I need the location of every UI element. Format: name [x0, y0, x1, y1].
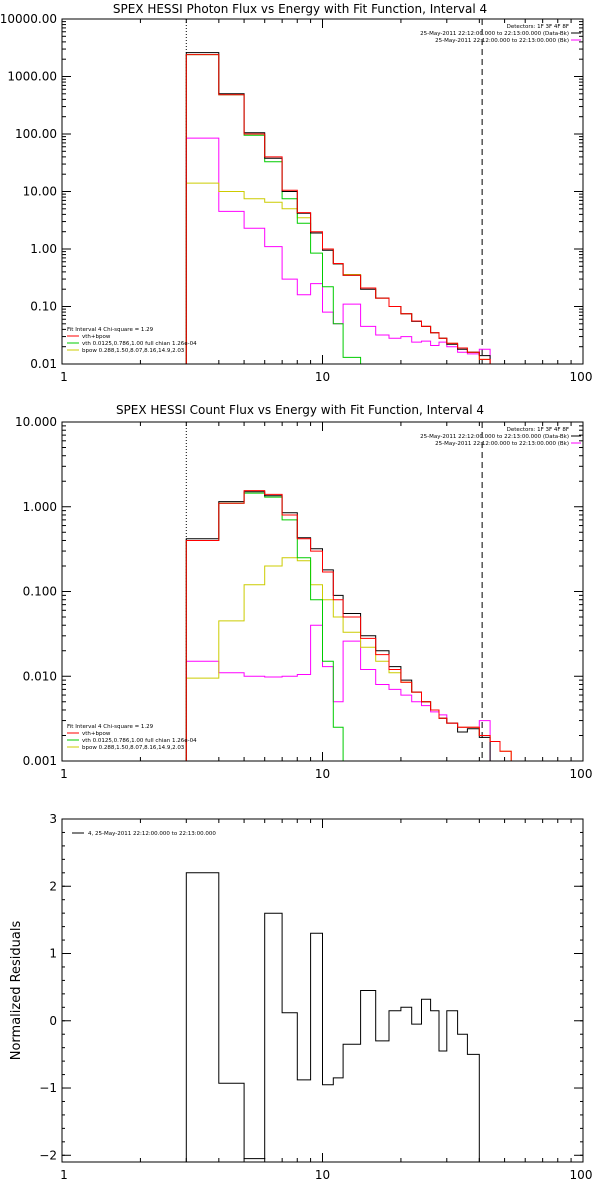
- y-tick-label: 0: [49, 1014, 57, 1028]
- y-tick-label: 1.000: [23, 500, 57, 514]
- series-data-bk: [185, 491, 491, 761]
- x-tick-label: 10: [315, 767, 330, 781]
- legend-entry: 4, 25-May-2011 22:12:00.000 to 22:13:00.…: [88, 831, 216, 837]
- y-tick-label: 10000.00: [0, 12, 57, 26]
- y-tick-label: 100.00: [15, 127, 57, 141]
- x-tick-label: 100: [570, 767, 593, 781]
- series-vth: [185, 54, 362, 364]
- x-tick-label: 1: [60, 767, 68, 781]
- legend-right-entry: Detectors: 1F 3F 4F 8F: [507, 427, 569, 433]
- y-tick-label: 1.00: [30, 242, 57, 256]
- x-tick-label: 10: [315, 370, 330, 384]
- y-tick-label: 0.001: [23, 754, 57, 768]
- y-tick-label: 10.00: [23, 185, 57, 199]
- plot-panel-2: SPEX HESSI Count Flux vs Energy with Fit…: [15, 403, 592, 781]
- y-tick-label: 0.01: [30, 357, 57, 371]
- plot-frame: [61, 18, 584, 365]
- x-tick-label: 10: [315, 1168, 330, 1182]
- legend-right-entry: Detectors: 1F 3F 4F 8F: [507, 24, 569, 30]
- y-tick-label: 2: [49, 879, 57, 893]
- legend-left-entry: Fit Interval 4 Chi-square = 1.29: [67, 327, 154, 333]
- x-tick-label: 100: [570, 1168, 593, 1182]
- plot-frame: [61, 818, 584, 1163]
- y-tick-label: 0.100: [23, 585, 57, 599]
- series-data-bk: [185, 52, 491, 364]
- series-vth-bpow: [185, 54, 501, 364]
- legend-left-entry: vth 0.0125,0.786,1.00 full chian 1.26e-0…: [82, 738, 197, 744]
- x-tick-label: 100: [570, 370, 593, 384]
- legend-left-entry: bpow 0.288,1.50,8.07,8.16,14.9,2.03: [82, 745, 185, 751]
- y-tick-label: 10.000: [15, 415, 57, 429]
- plot-title: SPEX HESSI Photon Flux vs Energy with Fi…: [113, 2, 487, 16]
- legend-right-entry: 25-May-2011 22:12:00.000 to 22:13:00.000…: [420, 434, 569, 440]
- legend-left-entry: bpow 0.288,1.50,8.07,8.16,14.9,2.03: [82, 348, 185, 354]
- plot-title: SPEX HESSI Count Flux vs Energy with Fit…: [116, 403, 484, 417]
- plot-panel-3: Normalized Residuals 1 10 100 −2 −1 0 1 2 3 4, 25-…: [9, 812, 592, 1182]
- legend-right-entry: 25-May-2011 22:12:00.000 to 22:13:00.000…: [435, 38, 569, 44]
- plot-frame: [61, 421, 584, 762]
- y-tick-label: 0.010: [23, 669, 57, 683]
- series-bk: [185, 137, 491, 364]
- legend-left-entry: vth 0.0125,0.786,1.00 full chian 1.26e-0…: [82, 341, 197, 347]
- x-tick-label: 1: [60, 1168, 68, 1182]
- y-tick-label: −1: [39, 1081, 57, 1095]
- y-tick-label: 3: [49, 812, 57, 826]
- legend-right-entry: 25-May-2011 22:12:00.000 to 22:13:00.000…: [420, 31, 569, 37]
- legend-left-entry: Fit Interval 4 Chi-square = 1.29: [67, 724, 154, 730]
- y-tick-label: −2: [39, 1148, 57, 1162]
- y-tick-label: 1000.00: [7, 70, 57, 84]
- series-vth-bpow: [185, 490, 526, 761]
- series-residuals: [185, 872, 480, 1162]
- series-vth: [185, 492, 344, 761]
- y-tick-label: 0.10: [30, 300, 57, 314]
- series-bpow: [185, 557, 526, 761]
- legend-left-entry: vth+bpow: [82, 731, 111, 737]
- plot-panel-1: SPEX HESSI Photon Flux vs Energy with Fi…: [0, 2, 592, 384]
- legend-left-entry: vth+bpow: [82, 334, 111, 340]
- y-tick-label: 1: [49, 947, 57, 961]
- series-bk: [185, 624, 491, 761]
- y-axis-label: Normalized Residuals: [9, 921, 24, 1061]
- legend-right-entry: 25-May-2011 22:12:00.000 to 22:13:00.000…: [435, 441, 569, 447]
- x-tick-label: 1: [60, 370, 68, 384]
